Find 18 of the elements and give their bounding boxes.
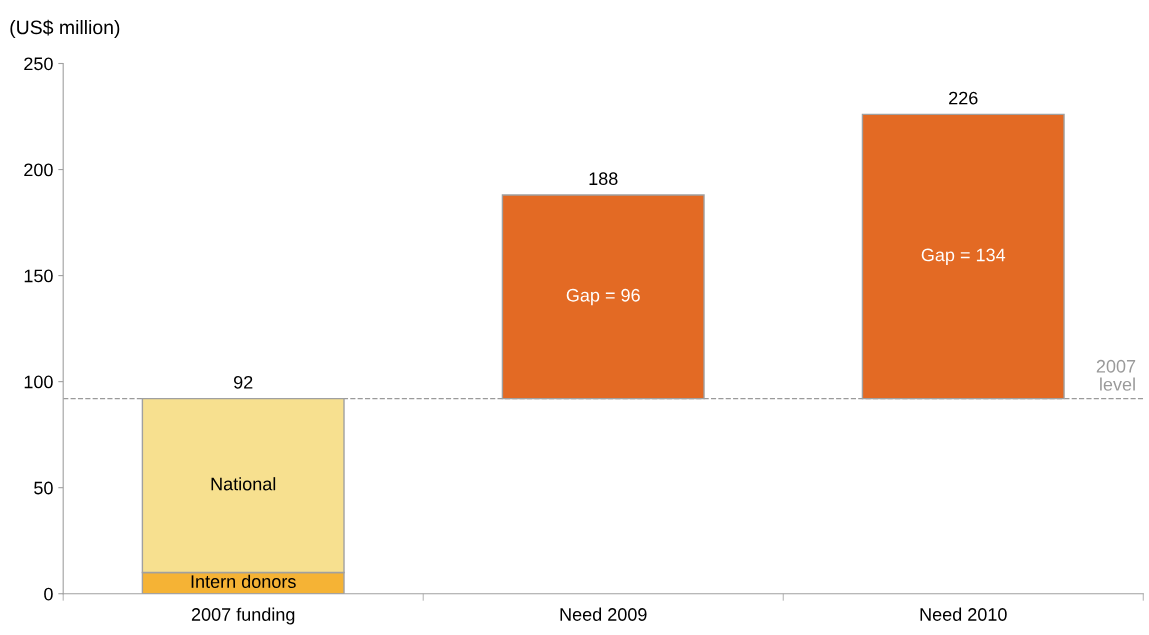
data-label: Gap = 134 — [921, 248, 1006, 265]
annotation: 188 — [589, 172, 618, 186]
y-axis-title: (US$ million) — [10, 19, 120, 39]
x-tick-label: Need 2009 — [560, 607, 647, 621]
y-tick-label: 150 — [24, 269, 53, 283]
annotation: 92 — [234, 375, 253, 389]
x-tick-label: Need 2010 — [920, 607, 1007, 621]
series-label: National — [211, 477, 276, 491]
data-label: Gap = 96 — [566, 288, 640, 306]
y-tick-label: 0 — [44, 587, 53, 601]
y-tick-label: 100 — [24, 375, 53, 389]
y-tick-label: 200 — [24, 163, 53, 177]
annotation: 226 — [949, 91, 978, 105]
series-label: Intern donors — [191, 574, 296, 588]
x-tick-label: 2007 funding — [191, 607, 295, 625]
y-tick-label: 250 — [24, 57, 53, 71]
ref-line-label: 2007 level — [1096, 359, 1136, 391]
y-tick-label: 50 — [34, 481, 53, 495]
